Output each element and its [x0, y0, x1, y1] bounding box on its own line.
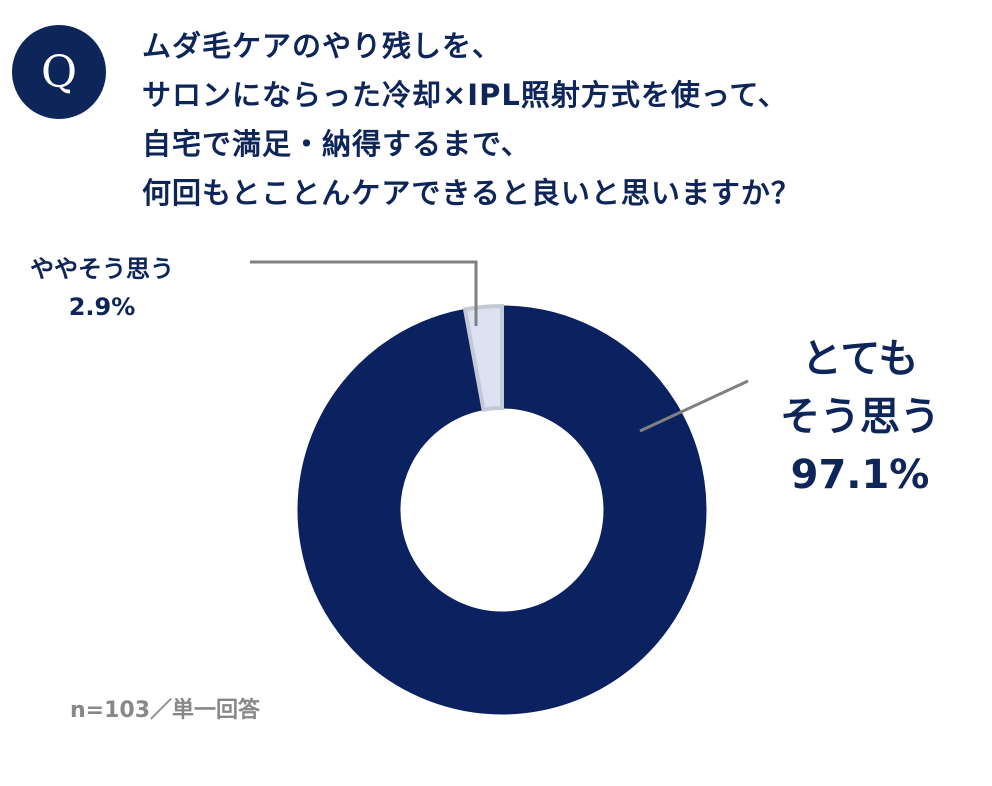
label-strongly-agree: とても そう思う 97.1% — [780, 330, 940, 504]
label-category: とても — [801, 336, 919, 382]
question-line: 何回もとことんケアできると良いと思いますか？ — [142, 176, 801, 210]
footnote: n=103／単一回答 — [70, 698, 261, 723]
label-category: そう思う — [780, 394, 940, 440]
donut-slice-strongly-agree — [297, 305, 707, 715]
label-category: ややそう思う — [30, 255, 174, 283]
label-value: 97.1% — [790, 452, 930, 498]
question-line: ムダ毛ケアのやり残しを、 — [142, 29, 503, 63]
label-value: 2.9% — [68, 293, 136, 321]
question-line: サロンにならった冷却×IPL照射方式を使って、 — [142, 78, 788, 112]
question-line: 自宅で満足・納得するまで、 — [142, 127, 531, 161]
leader-line-strongly — [639, 379, 749, 433]
question-badge: Q — [12, 25, 106, 119]
label-somewhat-agree: ややそう思う 2.9% — [30, 250, 174, 326]
leader-line-somewhat — [250, 260, 478, 326]
question-title: ムダ毛ケアのやり残しを、 サロンにならった冷却×IPL照射方式を使って、 自宅で… — [142, 22, 801, 218]
